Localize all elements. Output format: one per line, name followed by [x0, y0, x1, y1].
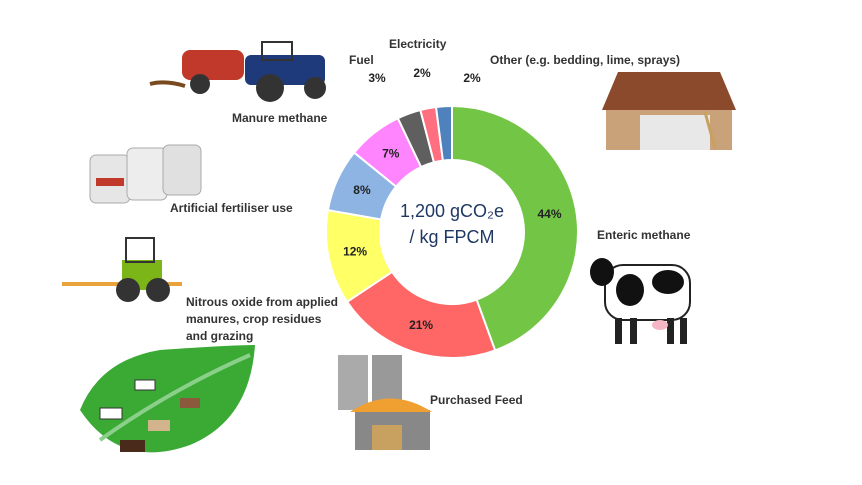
donut-segment	[434, 104, 453, 162]
category-label: Other (e.g. bedding, lime, sprays)	[490, 53, 681, 67]
sprayer-illustration	[62, 237, 182, 302]
donut-segment	[451, 104, 579, 352]
category-label: Artificial fertiliser use	[170, 201, 293, 215]
category-label: Manure methane	[232, 111, 328, 125]
value-label: 2%	[413, 66, 431, 80]
value-label: 3%	[368, 71, 386, 85]
value-label: 8%	[353, 183, 371, 197]
value-label: 2%	[463, 71, 481, 85]
category-label: Fuel	[349, 53, 374, 67]
category-label: Purchased Feed	[430, 393, 523, 407]
donut	[325, 104, 579, 359]
value-label: 7%	[382, 146, 400, 160]
center-label: / kg FPCM	[409, 227, 494, 247]
value-label: 21%	[409, 318, 433, 332]
feed-store-illustration	[338, 355, 432, 450]
center-label: 1,200 gCO₂e	[400, 201, 504, 221]
manure-spreader-illustration	[149, 41, 326, 102]
category-label: Electricity	[389, 37, 447, 51]
category-label: Enteric methane	[597, 228, 691, 242]
fertiliser-bags-illustration	[89, 144, 202, 204]
barn-illustration	[602, 72, 736, 150]
value-label: 44%	[537, 207, 561, 221]
value-label: 12%	[343, 244, 367, 258]
cow-illustration	[590, 258, 691, 344]
category-label: Nitrous oxide from applied manures, crop…	[186, 295, 339, 343]
grazing-field-illustration	[80, 345, 255, 453]
